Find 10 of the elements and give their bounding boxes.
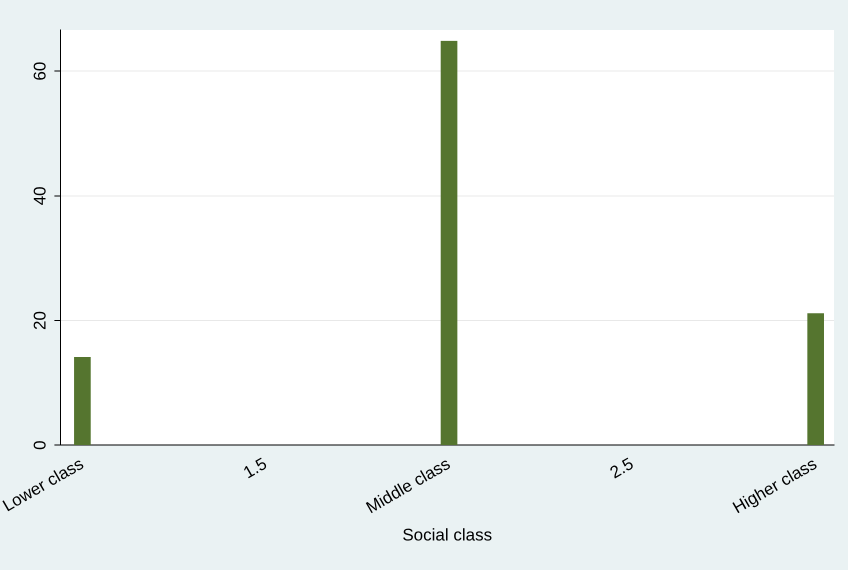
y-tick-label: 0 bbox=[30, 440, 50, 450]
bar bbox=[807, 313, 824, 445]
bar bbox=[440, 40, 458, 445]
x-tick-label: 1.5 bbox=[240, 454, 270, 482]
bar bbox=[74, 356, 91, 445]
y-tick-label: 20 bbox=[30, 311, 50, 330]
x-tick-label: 2.5 bbox=[606, 454, 637, 482]
y-tick-label: 40 bbox=[30, 186, 50, 206]
x-axis-title: Social class bbox=[402, 525, 492, 544]
y-tick-label: 60 bbox=[30, 62, 50, 81]
